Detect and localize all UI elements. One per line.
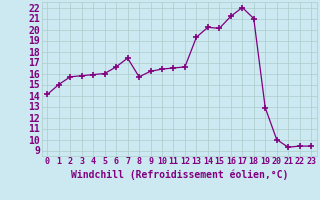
X-axis label: Windchill (Refroidissement éolien,°C): Windchill (Refroidissement éolien,°C) (70, 169, 288, 180)
